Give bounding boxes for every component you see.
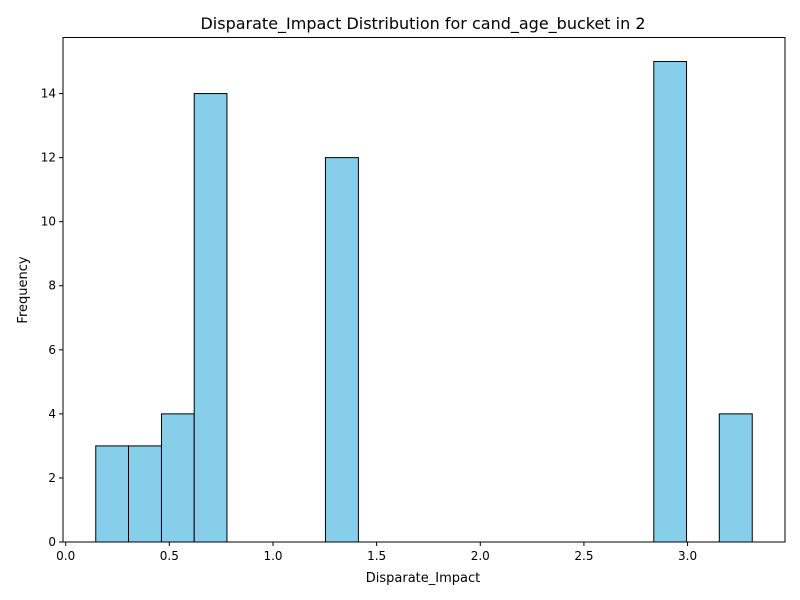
x-tick-label: 0.0 [56, 549, 75, 563]
histogram-bar [324, 157, 359, 543]
x-tick-label: 2.0 [471, 549, 490, 563]
x-axis-ticks: 0.0 0.5 1.0 1.5 2.0 2.5 3.0 [56, 542, 697, 563]
y-tick-label: 4 [48, 407, 56, 421]
y-tick-label: 6 [48, 343, 56, 357]
x-axis-label: Disparate_Impact [366, 571, 480, 586]
bars-group [95, 61, 753, 543]
x-tick-label: 1.5 [367, 549, 386, 563]
plot-frame [62, 37, 786, 543]
x-tick-label: 1.0 [263, 549, 282, 563]
x-tick-label: 3.0 [678, 549, 697, 563]
y-tick-label: 8 [48, 279, 56, 293]
y-tick-label: 10 [41, 215, 56, 229]
y-axis-label: Frequency [16, 256, 31, 323]
histogram-bar [193, 93, 228, 543]
histogram-bar [95, 445, 130, 543]
x-tick-label: 2.5 [574, 549, 593, 563]
y-tick-label: 12 [41, 151, 56, 165]
histogram-bar [160, 413, 195, 543]
histogram-bar [718, 413, 753, 543]
y-tick-label: 14 [41, 87, 56, 101]
histogram-bar [128, 445, 162, 543]
chart-title: Disparate_Impact Distribution for cand_a… [200, 14, 645, 34]
histogram-bar [653, 61, 688, 543]
y-tick-label: 2 [48, 471, 56, 485]
x-tick-label: 0.5 [160, 549, 179, 563]
y-axis-ticks: 0 2 4 6 8 10 12 14 [41, 87, 63, 549]
y-tick-label: 0 [48, 535, 56, 549]
